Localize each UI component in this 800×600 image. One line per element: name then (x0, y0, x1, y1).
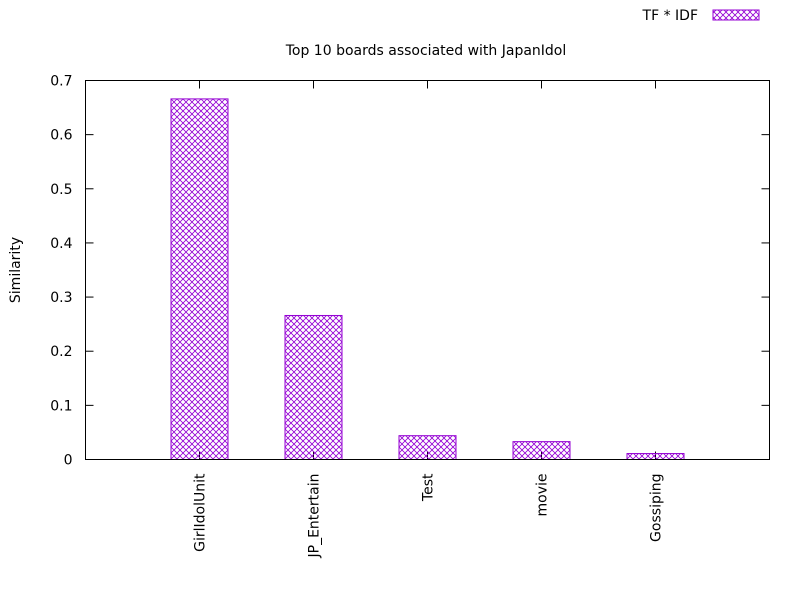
bar-jp-entertain (284, 314, 343, 461)
plot-area-frame (85, 80, 770, 460)
legend-swatch (712, 9, 760, 21)
y-tick-label: 0.2 (50, 344, 72, 360)
legend: TF * IDF (642, 8, 760, 24)
bar-test (398, 435, 457, 461)
x-tick-label: movie (535, 474, 551, 517)
y-tick-label: 0.7 (50, 74, 72, 90)
bars (170, 98, 685, 461)
y-tick-label: 0.5 (50, 182, 72, 198)
x-tick-labels: GirlIdolUnit JP_Entertain Test movie Gossipi… (193, 473, 665, 558)
x-tick-label: GirlIdolUnit (193, 473, 209, 552)
bar-movie (512, 441, 571, 460)
chart-title: Top 10 boards associated with JapanIdol (285, 43, 567, 59)
x-tick-label: Test (421, 473, 437, 502)
axis-ticks: 0 0.1 0.2 0.3 0.4 0.5 0.6 0.7 (50, 74, 770, 469)
bar-gossiping (626, 453, 685, 460)
y-tick-label: 0.1 (50, 398, 72, 414)
y-axis-label: Similarity (8, 237, 24, 303)
y-tick-label: 0.6 (50, 128, 72, 144)
y-tick-label: 0 (64, 453, 73, 469)
x-tick-label: JP_Entertain (307, 474, 323, 559)
bar-girlidolunit (170, 98, 229, 460)
y-tick-label: 0.4 (50, 236, 72, 252)
legend-label: TF * IDF (642, 8, 698, 24)
y-tick-label: 0.3 (50, 290, 72, 306)
x-tick-label: Gossiping (649, 474, 665, 542)
